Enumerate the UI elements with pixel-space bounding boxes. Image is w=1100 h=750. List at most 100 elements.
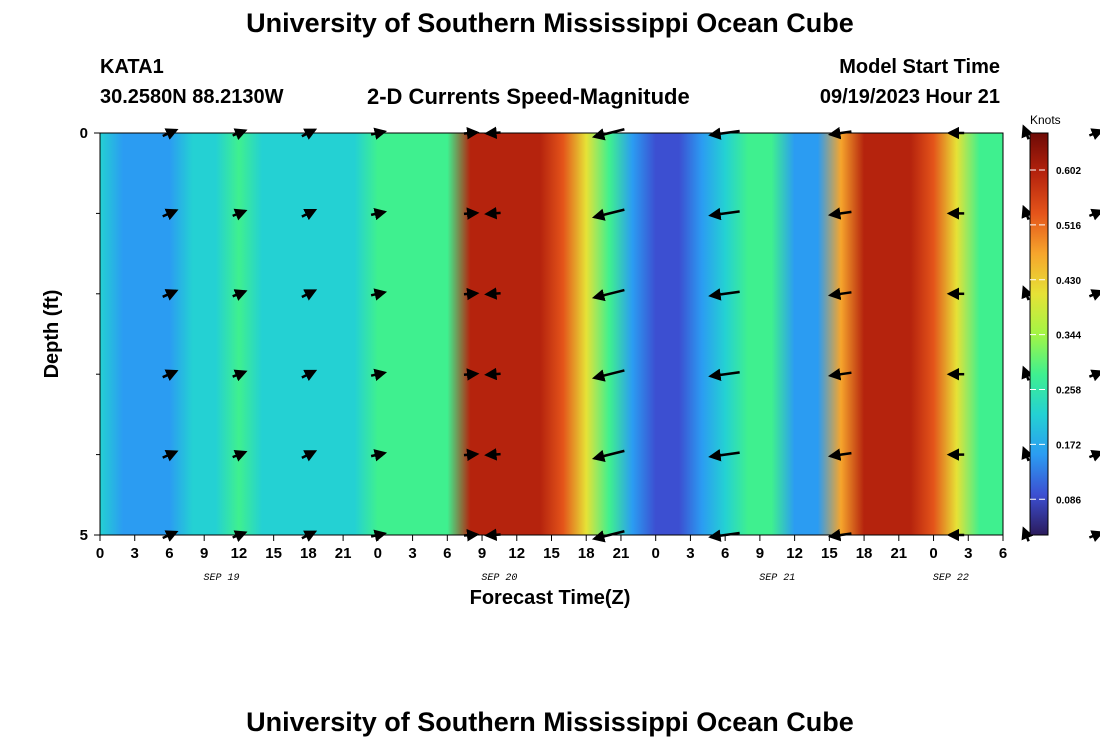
x-tick-label: 6 bbox=[165, 545, 173, 562]
x-tick-label: 21 bbox=[335, 545, 352, 562]
x-tick-label: 6 bbox=[999, 545, 1007, 562]
x-tick-label: 6 bbox=[443, 545, 451, 562]
x-tick-label: 21 bbox=[890, 545, 907, 562]
current-vector bbox=[827, 368, 852, 381]
x-tick-label: 21 bbox=[613, 545, 630, 562]
current-vector bbox=[370, 288, 388, 301]
x-tick-label: 9 bbox=[200, 545, 208, 562]
x-tick-label: 0 bbox=[96, 545, 104, 562]
current-vector bbox=[827, 448, 852, 461]
current-vector bbox=[301, 289, 318, 301]
model-start-value: 09/19/2023 Hour 21 bbox=[819, 86, 1000, 108]
current-vector bbox=[1088, 369, 1100, 382]
current-vector bbox=[232, 369, 248, 382]
current-vector bbox=[484, 367, 501, 381]
current-vector bbox=[484, 206, 501, 220]
current-vector bbox=[484, 448, 501, 461]
current-vector bbox=[708, 368, 740, 382]
current-vector bbox=[591, 208, 625, 221]
x-axis-label: Forecast Time(Z) bbox=[470, 587, 631, 609]
current-vector bbox=[463, 368, 480, 381]
x-tick-label: 15 bbox=[543, 545, 560, 562]
colorbar-tick-label: 0.516 bbox=[1056, 221, 1081, 232]
y-tick-label: 0 bbox=[80, 125, 88, 142]
current-vector bbox=[162, 289, 179, 301]
current-vector bbox=[1088, 450, 1100, 462]
current-vector bbox=[370, 207, 388, 221]
colorbar-tick-label: 0.172 bbox=[1056, 440, 1081, 451]
x-tick-label: 18 bbox=[300, 545, 317, 562]
x-tick-label: 12 bbox=[231, 545, 248, 562]
current-vector bbox=[591, 288, 625, 302]
x-tick-label: 3 bbox=[131, 545, 139, 562]
station-id: KATA1 bbox=[100, 56, 164, 78]
current-vector bbox=[827, 287, 852, 301]
x-tick-label: 12 bbox=[786, 545, 803, 562]
x-tick-label: 6 bbox=[721, 545, 729, 562]
current-vector bbox=[591, 369, 625, 382]
current-vector bbox=[708, 288, 740, 301]
current-vector bbox=[232, 450, 248, 462]
colorbar-tick-label: 0.258 bbox=[1056, 386, 1081, 397]
current-vector bbox=[370, 368, 388, 381]
date-label: SEP 21 bbox=[759, 573, 795, 584]
colorbar-units: Knots bbox=[1030, 113, 1061, 127]
x-tick-label: 9 bbox=[478, 545, 486, 562]
current-vector bbox=[1088, 208, 1100, 221]
date-label: SEP 20 bbox=[481, 573, 517, 584]
colorbar-ticks: 0.602 0.516 0.430 0.344 0.258 0.172 0.086 bbox=[1030, 166, 1081, 506]
footer-title: University of Southern Mississippi Ocean… bbox=[246, 707, 854, 737]
y-tick-label: 5 bbox=[80, 527, 88, 544]
colorbar-tick-label: 0.430 bbox=[1056, 276, 1081, 287]
current-vector bbox=[301, 209, 318, 221]
speed-field bbox=[100, 133, 1003, 535]
current-vector bbox=[162, 208, 179, 221]
current-vector bbox=[370, 449, 388, 462]
current-vector bbox=[1021, 124, 1034, 140]
current-vector bbox=[484, 287, 501, 300]
x-tick-label: 0 bbox=[929, 545, 937, 562]
current-vector bbox=[1021, 446, 1034, 462]
colorbar-tick-label: 0.602 bbox=[1056, 166, 1081, 177]
colorbar-tick-label: 0.344 bbox=[1056, 331, 1081, 342]
date-label: SEP 19 bbox=[204, 573, 240, 584]
axes: 0 3 6 9 12 15 18 21 0 3 6 9 12 15 18 21 0 3 6 9 12 15 18 21 0 3 6 S… bbox=[80, 125, 1008, 584]
current-vector bbox=[708, 449, 740, 462]
x-tick-label: 9 bbox=[756, 545, 764, 562]
y-axis-label: Depth (ft) bbox=[41, 290, 63, 379]
x-tick-label: 15 bbox=[265, 545, 282, 562]
x-tick-label: 3 bbox=[408, 545, 416, 562]
x-tick-label: 18 bbox=[578, 545, 595, 562]
current-vector bbox=[1021, 365, 1034, 381]
current-vector bbox=[591, 449, 625, 462]
page-title: University of Southern Mississippi Ocean… bbox=[246, 8, 854, 38]
current-vector bbox=[301, 450, 318, 462]
current-vector bbox=[301, 369, 318, 382]
x-tick-label: 18 bbox=[856, 545, 873, 562]
x-tick-label: 0 bbox=[652, 545, 660, 562]
model-start-label: Model Start Time bbox=[839, 56, 1000, 78]
current-vector bbox=[708, 207, 740, 221]
current-vector bbox=[232, 289, 248, 301]
current-vector bbox=[827, 207, 852, 220]
x-tick-label: 12 bbox=[508, 545, 525, 562]
current-vectors bbox=[162, 124, 1100, 543]
current-vector bbox=[1088, 530, 1100, 543]
colorbar-tick-label: 0.086 bbox=[1056, 495, 1081, 506]
current-vector bbox=[463, 287, 480, 301]
current-vector bbox=[162, 369, 179, 381]
date-label: SEP 22 bbox=[933, 573, 969, 584]
current-vector bbox=[463, 207, 480, 220]
current-vector bbox=[463, 448, 480, 462]
x-tick-label: 0 bbox=[374, 545, 382, 562]
x-tick-label: 3 bbox=[686, 545, 694, 562]
current-vector bbox=[232, 208, 248, 221]
x-tick-label: 3 bbox=[964, 545, 972, 562]
current-vector bbox=[1021, 285, 1034, 301]
chart-subtitle: 2-D Currents Speed-Magnitude bbox=[367, 84, 690, 109]
x-tick-label: 15 bbox=[821, 545, 838, 562]
current-vector bbox=[1088, 128, 1100, 141]
colorbar bbox=[1029, 132, 1049, 536]
current-vector bbox=[162, 449, 179, 462]
